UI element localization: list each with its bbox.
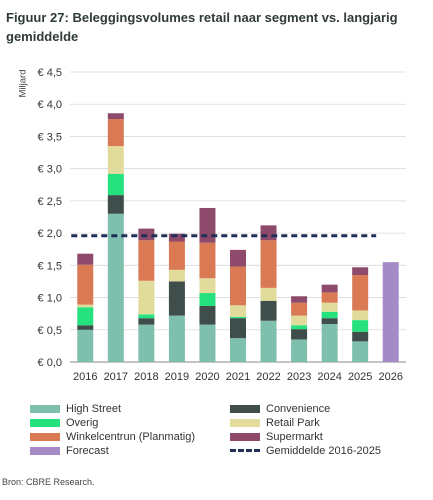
bar-segment <box>321 292 338 303</box>
bar-segment <box>260 320 277 362</box>
bar-segment <box>168 269 185 282</box>
bar-segment <box>138 280 155 315</box>
legend-swatch <box>30 433 60 441</box>
bar-segment <box>321 311 338 319</box>
y-tick-label: € 2,0 <box>38 228 62 240</box>
x-tick-label: 2018 <box>134 371 158 383</box>
bar-segment <box>260 300 277 321</box>
x-tick-label: 2026 <box>378 371 402 383</box>
legend-label: Convenience <box>266 403 331 415</box>
bar-segment <box>77 304 94 308</box>
bar-segment <box>230 338 246 362</box>
bar-segment <box>77 264 94 305</box>
bar-segment <box>291 296 308 303</box>
bar-segment <box>291 302 308 316</box>
legend-swatch <box>230 433 260 441</box>
legend-label: Gemiddelde 2016-2025 <box>266 445 381 457</box>
bar-segment <box>107 113 124 120</box>
x-tick-label: 2022 <box>256 371 280 383</box>
bar-segment <box>107 213 124 362</box>
bar-segment <box>168 281 185 316</box>
legend-label: Forecast <box>66 445 109 457</box>
bar-segment <box>352 341 369 362</box>
bar-segment <box>77 307 94 326</box>
x-tick-label: 2024 <box>317 371 341 383</box>
y-tick-label: € 1,5 <box>38 260 62 272</box>
legend-swatch <box>30 447 60 455</box>
bar-segment <box>199 324 216 362</box>
bar-segment <box>168 241 185 270</box>
x-tick-label: 2025 <box>348 371 372 383</box>
bar-segment <box>260 225 277 241</box>
chart-title: Figuur 27: Beleggingsvolumes retail naar… <box>6 10 398 44</box>
bar-segment <box>138 314 155 319</box>
bar-segment <box>107 146 124 174</box>
bar-segment <box>230 316 246 319</box>
y-tick-label: € 3,0 <box>38 164 62 176</box>
bar-segment <box>107 195 124 214</box>
bar-segment <box>230 266 246 306</box>
bar-segment <box>138 324 155 362</box>
y-tick-label: € 3,5 <box>38 131 62 143</box>
bar-segment <box>291 339 308 362</box>
bar-segment <box>321 323 338 362</box>
bar-segment <box>138 240 155 281</box>
bar-segment <box>321 318 338 324</box>
y-tick-label: € 4,0 <box>38 99 62 111</box>
x-tick-label: 2020 <box>195 371 219 383</box>
x-tick-label: 2023 <box>287 371 311 383</box>
bar-segment <box>352 310 369 321</box>
legend-label: Supermarkt <box>266 431 323 443</box>
bar-segment <box>230 249 246 267</box>
bar-segment <box>291 325 308 330</box>
bar-segment <box>138 318 155 325</box>
y-tick-label: € 0,0 <box>38 357 62 369</box>
bar-segment <box>352 320 369 332</box>
bar-segment <box>382 262 399 362</box>
legend-dash-line <box>230 449 260 452</box>
bar-segment <box>291 315 308 326</box>
legend-label: High Street <box>66 403 122 415</box>
legend-label: Retail Park <box>266 417 320 429</box>
stacked-bar-chart: € 0,0 € 0,5 € 1,0 € 1,5 € 2,0 € 2,5 € 3,0 € 3,5… <box>38 67 406 383</box>
bar-segment <box>230 305 246 317</box>
x-tick-label: 2016 <box>73 371 97 383</box>
bar-segment <box>107 119 124 147</box>
bar-segment <box>199 293 216 306</box>
y-tick-label: € 1,0 <box>38 293 62 305</box>
x-tick-label: 2019 <box>165 371 189 383</box>
legend-label: Overig <box>66 417 99 429</box>
bar-segment <box>230 318 246 339</box>
x-tick-label: 2017 <box>104 371 128 383</box>
bar-segment <box>352 267 369 275</box>
bar-segment <box>199 278 216 294</box>
legend-swatch <box>230 419 260 427</box>
x-tick-label: 2021 <box>226 371 250 383</box>
legend-swatch <box>30 405 60 413</box>
bar-segment <box>199 207 216 243</box>
y-tick-label: € 4,5 <box>38 67 62 79</box>
bar-segment <box>107 173 124 196</box>
bar-segment <box>77 325 94 330</box>
bar-segment <box>168 315 185 362</box>
bar-segment <box>291 329 308 340</box>
bar-segment <box>168 233 185 242</box>
bar-segment <box>321 284 338 293</box>
bar-segment <box>260 240 277 288</box>
legend-label: Winkelcentrun (Planmatig) <box>66 431 195 443</box>
source-note: Bron: CBRE Research. <box>2 477 95 487</box>
bar-segment <box>321 302 338 312</box>
bar-segment <box>77 329 94 362</box>
bar-segment <box>77 253 94 265</box>
bar-segment <box>260 287 277 301</box>
bar-segment <box>352 275 369 311</box>
bar-segment <box>352 331 369 342</box>
legend-swatch <box>30 419 60 427</box>
bar-segment <box>199 242 216 279</box>
legend-swatch <box>230 405 260 413</box>
y-tick-label: € 2,5 <box>38 196 62 208</box>
bar-segment <box>199 305 216 325</box>
y-tick-label: € 0,5 <box>38 325 62 337</box>
